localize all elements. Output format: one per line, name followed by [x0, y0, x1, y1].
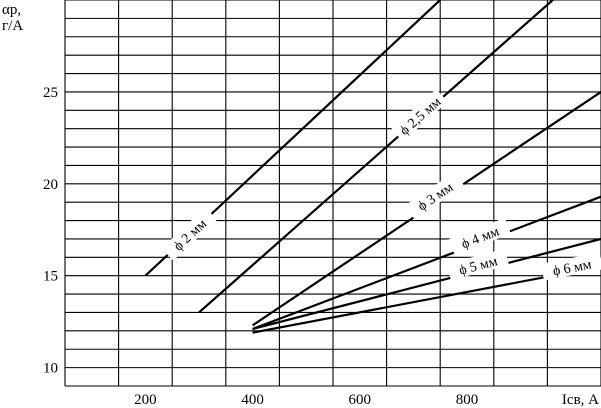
series-label-background	[448, 217, 511, 256]
x-axis-label: Iсв, А	[562, 392, 599, 408]
series-line	[252, 265, 601, 334]
y-tick-label: 10	[43, 361, 58, 377]
y-tick-label: 25	[43, 85, 58, 101]
x-tick-label: 400	[241, 392, 264, 408]
y-axis-label: г/А	[2, 18, 23, 34]
series-label: ϕ 6 мм	[552, 257, 593, 279]
y-tick-label: 20	[43, 177, 58, 193]
series-label-background	[405, 171, 465, 220]
x-tick-label: 200	[134, 392, 157, 408]
y-tick-label: 15	[43, 269, 58, 285]
grid	[64, 0, 601, 387]
x-tick-label: 600	[349, 392, 372, 408]
series-lines	[144, 0, 601, 334]
series-label-background	[391, 89, 448, 142]
series-label: ϕ 5 мм	[458, 254, 500, 278]
y-axis-label: αр,	[2, 2, 21, 18]
series-label-background	[540, 252, 601, 281]
series-label: ϕ 2,5 мм	[397, 95, 444, 139]
tick-labels: 200400600800100010152025	[43, 85, 589, 408]
series-line	[198, 0, 554, 314]
series-labels: ϕ 2 ммϕ 2,5 ммϕ 3 ммϕ 4 ммϕ 5 мм ϕ 6 мм	[161, 89, 601, 281]
series-label-background	[446, 248, 510, 281]
series-line	[252, 195, 601, 331]
series-label-background	[161, 207, 217, 261]
series-line	[252, 237, 601, 331]
x-tick-label: 800	[456, 392, 479, 408]
x-axis-label-background	[548, 388, 601, 408]
